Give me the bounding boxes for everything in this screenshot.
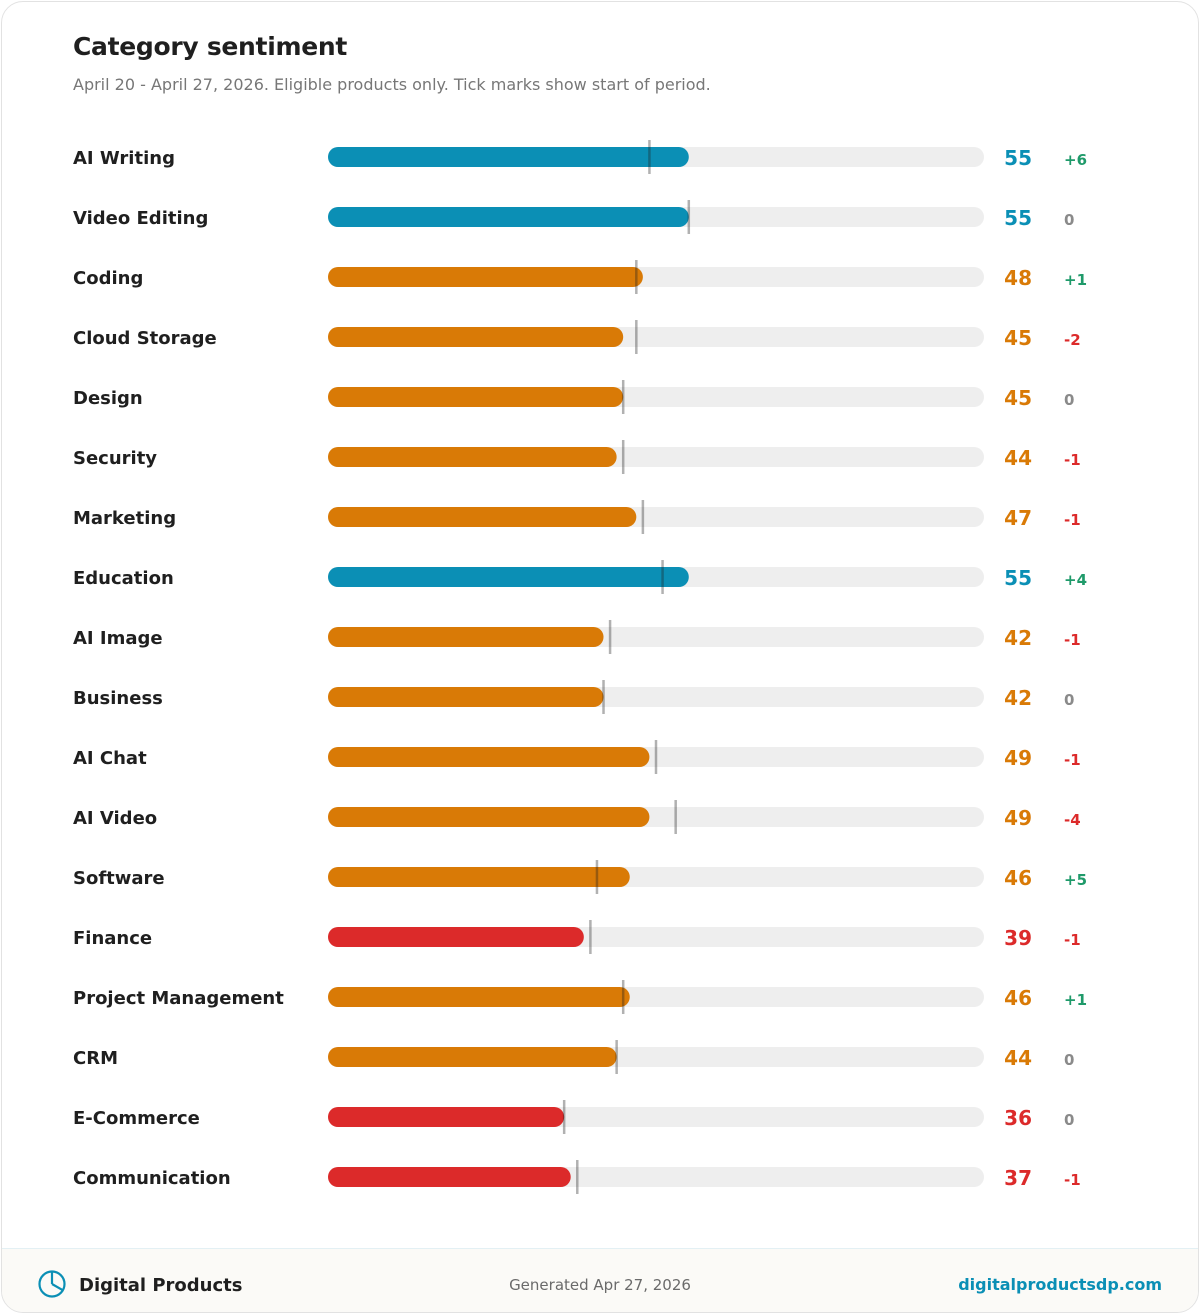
bar-value bbox=[328, 747, 650, 767]
bar-value bbox=[328, 267, 643, 287]
delta-label: -1 bbox=[1064, 751, 1081, 769]
delta-label: 0 bbox=[1064, 691, 1074, 709]
bar-value bbox=[328, 987, 630, 1007]
delta-label: 0 bbox=[1064, 1051, 1074, 1069]
category-label: Design bbox=[73, 388, 143, 409]
bar-value bbox=[328, 627, 604, 647]
delta-label: 0 bbox=[1064, 391, 1074, 409]
delta-label: +1 bbox=[1064, 991, 1087, 1009]
value-label: 42 bbox=[1004, 686, 1032, 710]
bar-value bbox=[328, 687, 604, 707]
value-label: 39 bbox=[1004, 926, 1032, 950]
sentiment-bar-chart: AI Writing 55 +6 Video Editing 55 0 Coding 48 +1… bbox=[73, 140, 1087, 1194]
value-label: 45 bbox=[1004, 326, 1032, 350]
delta-label: +1 bbox=[1064, 271, 1087, 289]
value-label: 55 bbox=[1004, 206, 1032, 230]
brand-name: Digital Products bbox=[79, 1275, 243, 1296]
category-label: Business bbox=[73, 688, 163, 709]
bar-value bbox=[328, 207, 689, 227]
delta-label: 0 bbox=[1064, 1111, 1074, 1129]
category-label: Video Editing bbox=[73, 208, 208, 229]
value-label: 36 bbox=[1004, 1106, 1032, 1130]
delta-label: -1 bbox=[1064, 931, 1081, 949]
bar-value bbox=[328, 567, 689, 587]
category-label: Software bbox=[73, 868, 165, 889]
category-label: CRM bbox=[73, 1048, 118, 1069]
delta-label: +4 bbox=[1064, 571, 1087, 589]
delta-label: -1 bbox=[1064, 1171, 1081, 1189]
bar-value bbox=[328, 1107, 565, 1127]
bar-value bbox=[328, 1167, 571, 1187]
delta-label: -1 bbox=[1064, 631, 1081, 649]
value-label: 48 bbox=[1004, 266, 1032, 290]
chart-title: Category sentiment bbox=[73, 32, 348, 61]
value-label: 55 bbox=[1004, 566, 1032, 590]
category-label: Education bbox=[73, 568, 174, 589]
delta-label: -4 bbox=[1064, 811, 1081, 829]
delta-label: -2 bbox=[1064, 331, 1081, 349]
value-label: 46 bbox=[1004, 866, 1032, 890]
category-label: Security bbox=[73, 448, 157, 469]
bar-value bbox=[328, 327, 624, 347]
category-label: AI Image bbox=[73, 628, 163, 649]
value-label: 45 bbox=[1004, 386, 1032, 410]
delta-label: +6 bbox=[1064, 151, 1087, 169]
bar-value bbox=[328, 507, 637, 527]
category-label: Project Management bbox=[73, 988, 284, 1009]
bar-value bbox=[328, 807, 650, 827]
category-label: Marketing bbox=[73, 508, 176, 529]
category-label: E-Commerce bbox=[73, 1108, 200, 1129]
value-label: 55 bbox=[1004, 146, 1032, 170]
category-label: Cloud Storage bbox=[73, 328, 217, 349]
category-label: Finance bbox=[73, 928, 152, 949]
footer: Digital Products Generated Apr 27, 2026 … bbox=[2, 1248, 1198, 1312]
category-label: Communication bbox=[73, 1168, 231, 1189]
value-label: 44 bbox=[1004, 446, 1032, 470]
generated-date: Generated Apr 27, 2026 bbox=[509, 1276, 691, 1294]
category-label: AI Video bbox=[73, 808, 157, 829]
delta-label: +5 bbox=[1064, 871, 1087, 889]
value-label: 42 bbox=[1004, 626, 1032, 650]
delta-label: -1 bbox=[1064, 451, 1081, 469]
value-label: 46 bbox=[1004, 986, 1032, 1010]
value-label: 47 bbox=[1004, 506, 1032, 530]
bar-value bbox=[328, 867, 630, 887]
delta-label: -1 bbox=[1064, 511, 1081, 529]
delta-label: 0 bbox=[1064, 211, 1074, 229]
value-label: 44 bbox=[1004, 1046, 1032, 1070]
site-link[interactable]: digitalproductsdp.com bbox=[958, 1275, 1162, 1294]
value-label: 49 bbox=[1004, 806, 1032, 830]
bar-value bbox=[328, 447, 617, 467]
bar-value bbox=[328, 147, 689, 167]
category-label: AI Writing bbox=[73, 148, 175, 169]
bar-value bbox=[328, 387, 624, 407]
bar-value bbox=[328, 927, 584, 947]
value-label: 37 bbox=[1004, 1166, 1032, 1190]
category-label: AI Chat bbox=[73, 748, 147, 769]
pie-chart-icon bbox=[38, 1270, 66, 1298]
bar-value bbox=[328, 1047, 617, 1067]
value-label: 49 bbox=[1004, 746, 1032, 770]
category-label: Coding bbox=[73, 268, 143, 289]
chart-subtitle: April 20 - April 27, 2026. Eligible prod… bbox=[73, 75, 711, 94]
